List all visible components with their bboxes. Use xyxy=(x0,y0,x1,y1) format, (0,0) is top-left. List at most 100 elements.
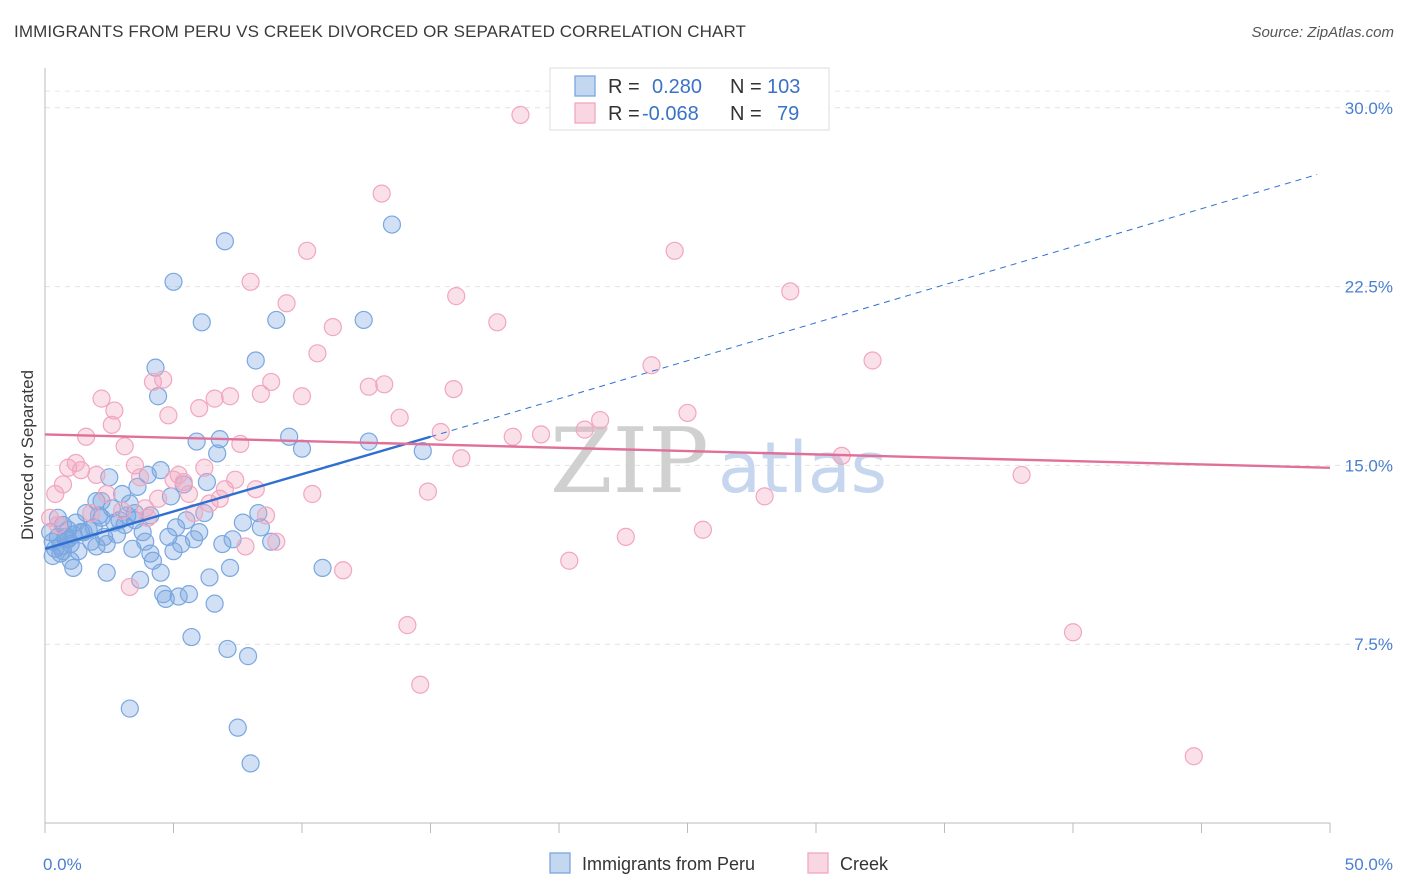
point-peru xyxy=(148,387,168,406)
y-tick-label: 7.5% xyxy=(1354,635,1393,654)
point-peru xyxy=(251,518,270,537)
point-creek xyxy=(863,351,882,370)
point-creek xyxy=(1184,747,1203,766)
point-peru xyxy=(182,627,201,647)
point-peru xyxy=(151,563,170,582)
legend-n-value-creek: 79 xyxy=(777,103,799,125)
point-peru xyxy=(190,523,209,542)
point-peru xyxy=(218,639,237,659)
legend-top: R = 0.280 N = 103 R = -0.068 N = 79 xyxy=(549,67,830,131)
point-peru xyxy=(262,532,281,551)
point-creek xyxy=(53,475,73,494)
point-creek xyxy=(665,241,684,260)
point-creek xyxy=(125,456,145,475)
point-creek xyxy=(447,287,466,306)
point-peru xyxy=(354,310,373,330)
trend-lines xyxy=(44,174,1331,550)
point-creek xyxy=(112,501,132,520)
point-peru xyxy=(69,542,88,561)
bottom-legend-label-peru: Immigrants from Peru xyxy=(582,854,755,874)
point-creek xyxy=(390,408,409,427)
point-peru xyxy=(64,558,83,577)
point-peru xyxy=(192,313,211,332)
legend-r-value-creek: -0.068 xyxy=(642,103,699,125)
point-creek xyxy=(411,675,430,694)
point-creek xyxy=(241,272,260,291)
tick-labels: 7.5% 15.0% 22.5% 30.0% 0.0% 50.0% xyxy=(43,99,1393,874)
point-creek xyxy=(46,484,65,504)
point-creek xyxy=(48,515,67,535)
bottom-legend-swatch-peru xyxy=(549,852,571,874)
point-peru xyxy=(292,439,312,458)
point-creek xyxy=(190,399,209,418)
legend-n-label-peru: N = xyxy=(730,76,762,98)
point-creek xyxy=(292,387,312,406)
point-creek xyxy=(488,313,507,332)
point-peru xyxy=(313,558,332,577)
point-creek xyxy=(1012,465,1031,485)
point-creek xyxy=(220,387,240,406)
point-peru xyxy=(213,534,232,554)
point-creek xyxy=(678,403,697,423)
point-creek xyxy=(41,508,60,527)
point-creek xyxy=(97,484,116,504)
point-creek xyxy=(236,537,255,556)
trend-line-peru-extension xyxy=(430,174,1318,438)
y-tick-label: 22.5% xyxy=(1345,278,1393,297)
point-creek xyxy=(226,470,245,489)
trend-line-creek xyxy=(44,433,1331,469)
y-tick-label: 15.0% xyxy=(1345,456,1393,475)
point-creek xyxy=(398,616,417,635)
y-axis-label: Divorced or Separated xyxy=(18,370,37,540)
point-creek xyxy=(359,377,378,396)
point-peru xyxy=(220,558,240,577)
point-peru xyxy=(61,551,80,570)
chart-title: IMMIGRANTS FROM PERU VS CREEK DIVORCED O… xyxy=(14,22,746,41)
point-peru xyxy=(87,492,106,511)
legend-r-label-creek: R = xyxy=(608,103,640,125)
point-peru xyxy=(246,351,265,370)
trend-line-peru xyxy=(44,435,431,550)
legend-r-label-peru: R = xyxy=(608,76,640,98)
point-creek xyxy=(195,458,214,477)
point-creek xyxy=(591,410,610,430)
point-creek xyxy=(693,520,713,539)
legend-box xyxy=(549,67,830,131)
point-creek xyxy=(262,372,281,392)
point-creek xyxy=(71,461,91,480)
axes xyxy=(44,68,1331,833)
point-creek xyxy=(159,406,178,425)
point-peru xyxy=(48,508,67,527)
point-peru xyxy=(208,444,227,463)
point-peru xyxy=(154,585,173,604)
point-creek xyxy=(154,370,173,389)
point-creek xyxy=(205,389,224,408)
point-creek xyxy=(452,449,471,468)
point-creek xyxy=(781,282,800,301)
legend-n-value-peru: 103 xyxy=(767,76,800,98)
point-creek xyxy=(267,532,286,551)
point-peru xyxy=(164,272,183,291)
point-creek xyxy=(616,527,635,547)
point-peru xyxy=(120,699,139,718)
point-peru xyxy=(151,461,170,480)
point-creek xyxy=(431,422,450,442)
point-creek xyxy=(105,401,124,420)
point-creek xyxy=(503,427,522,446)
legend-n-label-creek: N = xyxy=(730,103,762,125)
point-peru xyxy=(238,647,258,666)
legend-swatch-creek xyxy=(574,102,596,124)
point-creek xyxy=(323,318,342,337)
data-points xyxy=(41,105,1203,773)
point-creek xyxy=(755,487,774,506)
legend-r-value-peru: 0.280 xyxy=(652,76,702,98)
point-peru xyxy=(267,310,286,330)
point-creek xyxy=(303,484,322,504)
point-creek xyxy=(531,425,551,444)
point-creek xyxy=(231,434,250,454)
legend-bottom: Immigrants from Peru Creek xyxy=(549,852,889,874)
legend-swatch-peru xyxy=(574,75,596,97)
grid-lines xyxy=(45,90,1392,645)
point-creek xyxy=(334,561,353,580)
